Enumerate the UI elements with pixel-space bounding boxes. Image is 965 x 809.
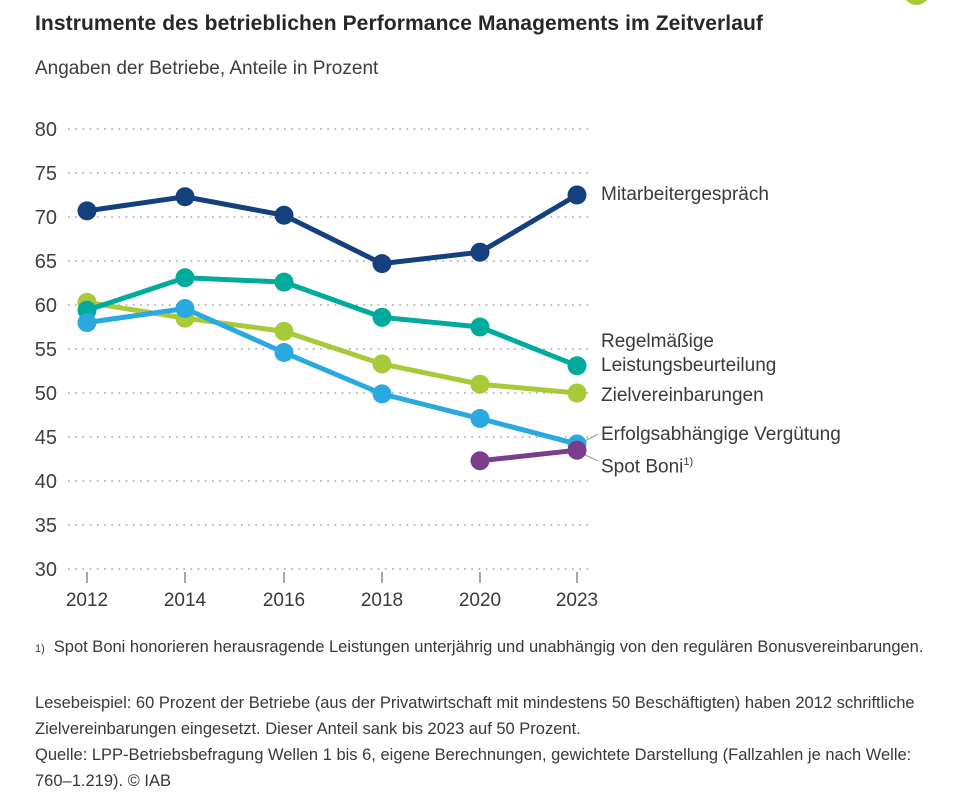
page-subtitle: Angaben der Betriebe, Anteile in Prozent: [35, 58, 379, 79]
page-title: Instrumente des betrieblichen Performanc…: [35, 12, 764, 35]
svg-text:2014: 2014: [164, 590, 207, 611]
svg-text:65: 65: [35, 251, 57, 273]
svg-text:50: 50: [35, 383, 57, 405]
decorative-green-circle: [903, 0, 930, 5]
line-chart: 80 75 70 65 60 55 50 45 40 35 30 2012 2014 2016 2018 20…: [0, 100, 965, 620]
svg-text:2020: 2020: [459, 590, 501, 611]
svg-text:45: 45: [35, 427, 57, 449]
series-label-spot-boni: Spot Boni1): [601, 456, 694, 478]
series-label-regelmaessige-leistungsbeurteilung: Regelmäßige Leistungsbeurteilung: [601, 331, 777, 376]
series-label-mitarbeitergespraech: Mitarbeitergespräch: [601, 184, 769, 205]
svg-text:40: 40: [35, 471, 57, 493]
series-label-zielvereinbarungen: Zielvereinbarungen: [601, 385, 764, 406]
svg-text:60: 60: [35, 295, 57, 317]
svg-text:2018: 2018: [361, 590, 403, 611]
svg-text:55: 55: [35, 339, 57, 361]
source-note: Quelle: LPP-Betriebsbefragung Wellen 1 b…: [35, 746, 912, 790]
svg-text:35: 35: [35, 515, 57, 537]
svg-text:80: 80: [35, 119, 57, 141]
footnote-marker: 1): [683, 456, 694, 468]
svg-text:75: 75: [35, 163, 57, 185]
svg-text:2012: 2012: [66, 590, 108, 611]
svg-text:2016: 2016: [263, 590, 305, 611]
svg-text:2023: 2023: [556, 590, 598, 611]
footnote-1-marker: 1): [35, 643, 45, 655]
series-label-erfolgsabhaengige-verguetung: Erfolgsabhängige Vergütung: [601, 424, 841, 445]
footnote-1: 1) Spot Boni honorieren herausragende Le…: [35, 634, 947, 660]
svg-text:30: 30: [35, 559, 57, 581]
reading-example: Lesebeispiel: 60 Prozent der Betriebe (a…: [35, 694, 915, 738]
footnote-1-text: Spot Boni honorieren herausragende Leist…: [53, 638, 924, 656]
svg-text:70: 70: [35, 207, 57, 229]
chart-svg: 80 75 70 65 60 55 50 45 40 35 30 2012 2014 2016 2018 20…: [35, 119, 599, 611]
